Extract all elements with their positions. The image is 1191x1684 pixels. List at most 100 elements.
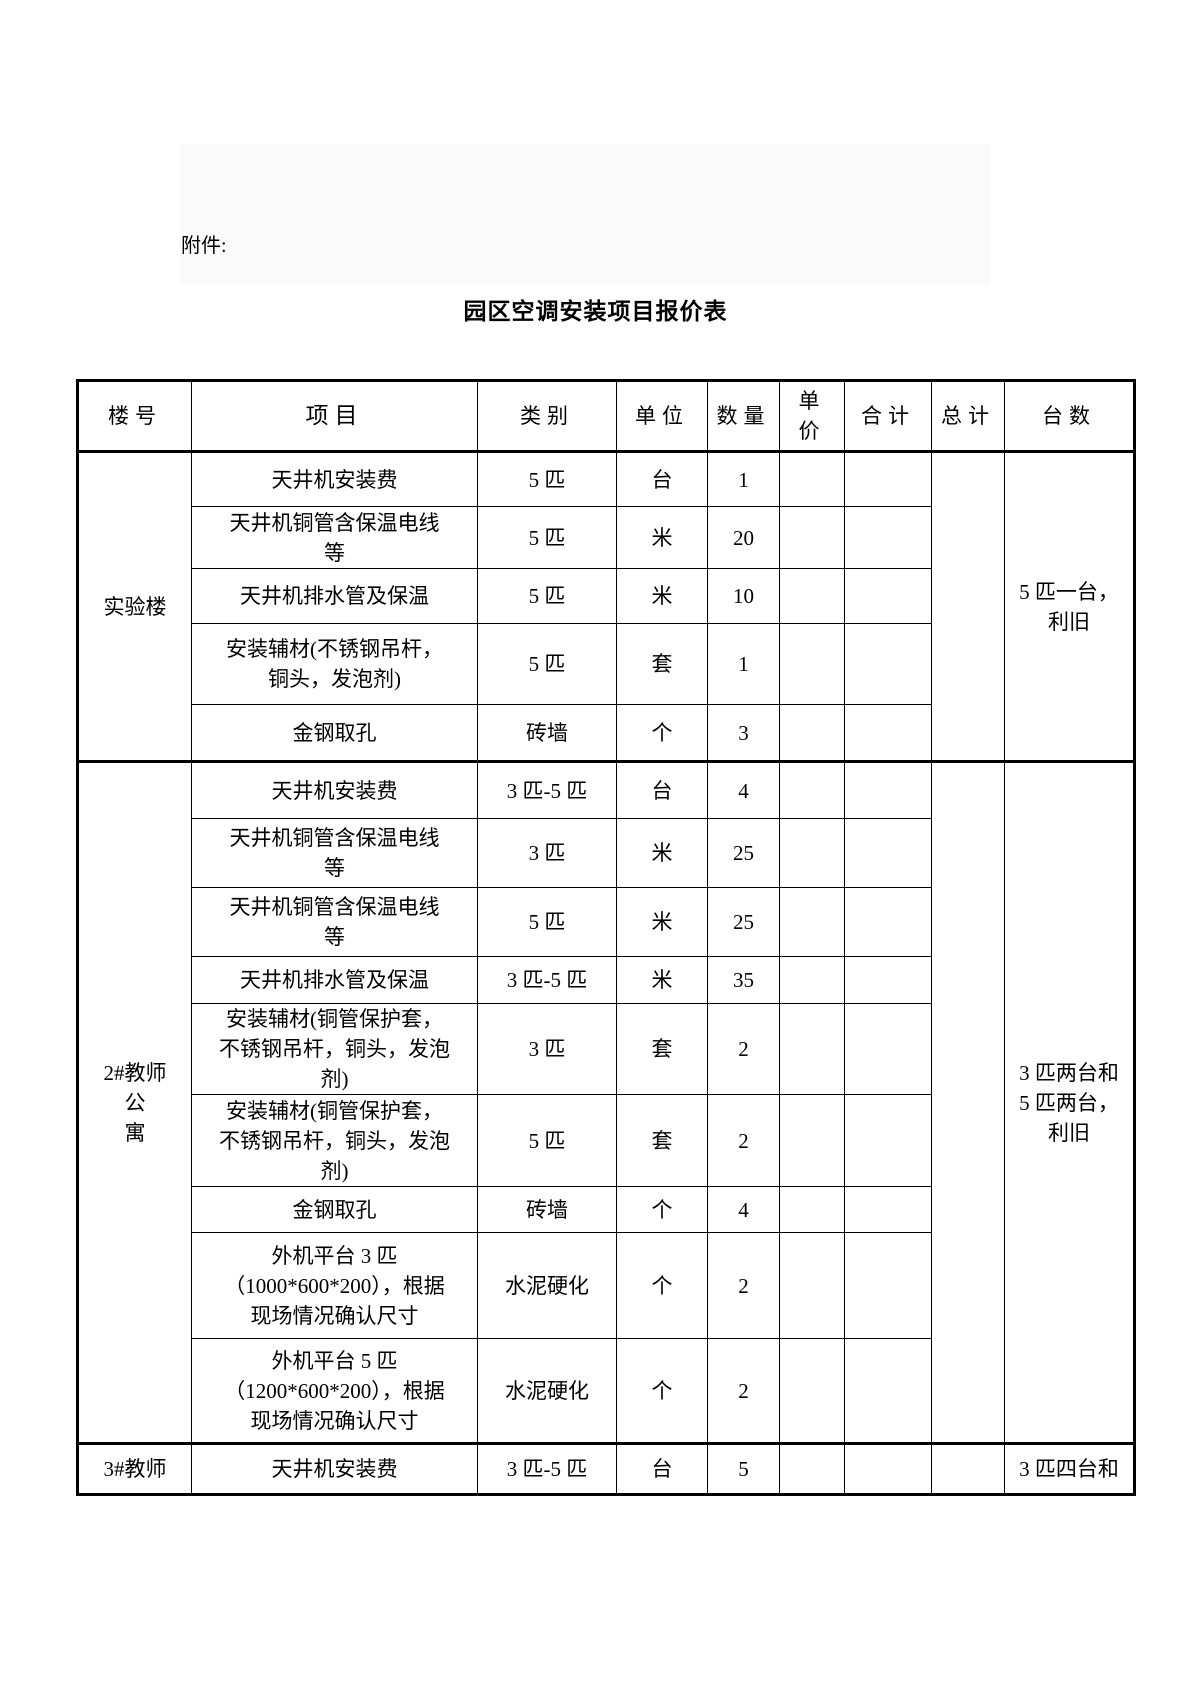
quantity-cell: 4 <box>707 1186 780 1233</box>
quantity-cell: 25 <box>707 887 780 957</box>
total-cell <box>931 760 1005 1444</box>
quantity-cell: 1 <box>707 623 780 705</box>
unit-price-cell <box>779 623 845 705</box>
unit-price-cell <box>779 568 845 624</box>
header-subtotal: 合计 <box>844 380 932 453</box>
unit-price-cell <box>779 1232 845 1339</box>
category-cell: 水泥硬化 <box>477 1232 617 1339</box>
table-row: 3#教师 天井机安装费 3 匹-5 匹 台 5 3 匹四台和 <box>77 1442 1135 1495</box>
category-cell: 3 匹-5 匹 <box>477 1442 617 1495</box>
table-row: 安装辅材(不锈钢吊杆， 铜头，发泡剂) 5 匹 套 1 <box>78 623 1135 705</box>
unit-cell: 米 <box>616 568 708 624</box>
quantity-cell: 2 <box>707 1232 780 1339</box>
project-cell: 外机平台 3 匹 （1000*600*200），根据 现场情况确认尺寸 <box>191 1232 478 1339</box>
quantity-cell: 2 <box>707 1003 780 1095</box>
header-building: 楼号 <box>77 380 192 453</box>
quantity-cell: 2 <box>707 1338 780 1444</box>
table-row: 天井机铜管含保温电线 等 5 匹 米 25 <box>78 887 1135 957</box>
building-cell: 3#教师 <box>77 1442 192 1495</box>
category-cell: 砖墙 <box>477 1186 617 1233</box>
project-cell: 天井机安装费 <box>191 1442 478 1495</box>
attachment-label: 附件: <box>181 235 227 257</box>
building-cell: 2#教师 公 寓 <box>77 760 192 1444</box>
unit-cell: 套 <box>616 1094 708 1187</box>
header-category: 类别 <box>477 380 617 453</box>
header-unit-price: 单 价 <box>779 380 845 453</box>
subtotal-cell <box>844 956 932 1004</box>
project-cell: 天井机铜管含保温电线 等 <box>191 506 478 569</box>
quantity-cell: 10 <box>707 568 780 624</box>
faded-block <box>180 144 990 284</box>
category-cell: 5 匹 <box>477 451 617 507</box>
quantity-cell: 25 <box>707 818 780 888</box>
unit-price-cell <box>779 1094 845 1187</box>
unit-count-cell: 3 匹四台和 <box>1004 1442 1135 1495</box>
quantity-cell: 1 <box>707 451 780 507</box>
table-row: 安装辅材(铜管保护套， 不锈钢吊杆，铜头，发泡 剂) 5 匹 套 2 <box>78 1094 1135 1187</box>
unit-cell: 米 <box>616 818 708 888</box>
subtotal-cell <box>844 623 932 705</box>
category-cell: 砖墙 <box>477 704 617 762</box>
project-cell: 天井机排水管及保温 <box>191 956 478 1004</box>
unit-price-cell <box>779 704 845 762</box>
table-row: 金钢取孔 砖墙 个 4 <box>78 1186 1135 1233</box>
table-row: 金钢取孔 砖墙 个 3 <box>78 704 1135 762</box>
unit-count-cell: 5 匹一台， 利旧 <box>1004 451 1135 762</box>
unit-cell: 台 <box>616 451 708 507</box>
project-cell: 天井机安装费 <box>191 451 478 507</box>
category-cell: 5 匹 <box>477 568 617 624</box>
header-unit-count: 台数 <box>1004 380 1135 453</box>
subtotal-cell <box>844 818 932 888</box>
table-row: 外机平台 5 匹 （1200*600*200），根据 现场情况确认尺寸 水泥硬化… <box>78 1338 1135 1444</box>
unit-price-cell <box>779 1186 845 1233</box>
category-cell: 水泥硬化 <box>477 1338 617 1444</box>
unit-cell: 米 <box>616 506 708 569</box>
table-header-row: 楼号 项目 类别 单位 数量 单 价 合计 总计 台数 <box>77 380 1135 453</box>
table-row: 实验楼 天井机安装费 5 匹 台 1 5 匹一台， 利旧 <box>77 451 1135 762</box>
unit-price-cell <box>779 1338 845 1444</box>
subtotal-cell <box>844 887 932 957</box>
unit-cell: 套 <box>616 1003 708 1095</box>
project-cell: 金钢取孔 <box>191 704 478 762</box>
category-cell: 5 匹 <box>477 1094 617 1187</box>
project-cell: 天井机排水管及保温 <box>191 568 478 624</box>
project-cell: 安装辅材(铜管保护套， 不锈钢吊杆，铜头，发泡 剂) <box>191 1094 478 1187</box>
quantity-cell: 5 <box>707 1442 780 1495</box>
unit-price-cell <box>779 1003 845 1095</box>
subtotal-cell <box>844 1338 932 1444</box>
project-cell: 金钢取孔 <box>191 1186 478 1233</box>
subtotal-cell <box>844 1232 932 1339</box>
table-row: 天井机排水管及保温 5 匹 米 10 <box>78 568 1135 624</box>
category-cell: 3 匹 <box>477 818 617 888</box>
quantity-cell: 2 <box>707 1094 780 1187</box>
subtotal-cell <box>844 760 932 819</box>
unit-price-cell <box>779 887 845 957</box>
unit-price-cell <box>779 818 845 888</box>
category-cell: 3 匹 <box>477 1003 617 1095</box>
project-cell: 安装辅材(铜管保护套， 不锈钢吊杆，铜头，发泡 剂) <box>191 1003 478 1095</box>
subtotal-cell <box>844 1442 932 1495</box>
unit-cell: 套 <box>616 623 708 705</box>
quantity-cell: 20 <box>707 506 780 569</box>
project-cell: 外机平台 5 匹 （1200*600*200），根据 现场情况确认尺寸 <box>191 1338 478 1444</box>
unit-cell: 米 <box>616 956 708 1004</box>
subtotal-cell <box>844 704 932 762</box>
header-project: 项目 <box>191 380 478 453</box>
category-cell: 5 匹 <box>477 623 617 705</box>
unit-cell: 个 <box>616 1338 708 1444</box>
subtotal-cell <box>844 1003 932 1095</box>
quantity-cell: 3 <box>707 704 780 762</box>
subtotal-cell <box>844 506 932 569</box>
unit-cell: 个 <box>616 1186 708 1233</box>
table-row: 天井机铜管含保温电线 等 3 匹 米 25 <box>78 818 1135 888</box>
category-cell: 5 匹 <box>477 887 617 957</box>
subtotal-cell <box>844 1094 932 1187</box>
unit-price-cell <box>779 760 845 819</box>
unit-price-cell <box>779 1442 845 1495</box>
header-quantity: 数量 <box>707 380 780 453</box>
category-cell: 3 匹-5 匹 <box>477 956 617 1004</box>
header-unit: 单位 <box>616 380 708 453</box>
project-cell: 安装辅材(不锈钢吊杆， 铜头，发泡剂) <box>191 623 478 705</box>
project-cell: 天井机铜管含保温电线 等 <box>191 818 478 888</box>
page-title: 园区空调安装项目报价表 <box>463 299 728 324</box>
